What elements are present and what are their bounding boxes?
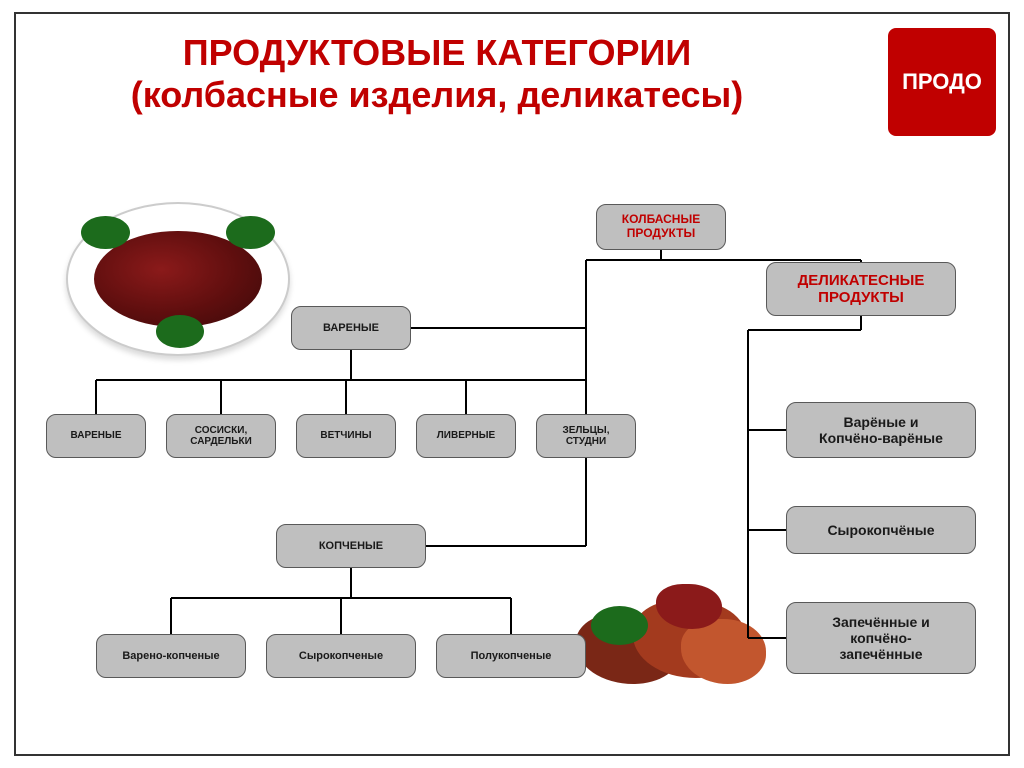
node-d2: Сырокопчёные	[786, 506, 976, 554]
node-delic: ДЕЛИКАТЕСНЫЕ ПРОДУКТЫ	[766, 262, 956, 316]
diagram-canvas: КОЛБАСНЫЕ ПРОДУКТЫ ДЕЛИКАТЕСНЫЕ ПРОДУКТЫ В…	[16, 14, 1012, 758]
node-r2a: Варено-копченые	[96, 634, 246, 678]
node-r1c: ВЕТЧИНЫ	[296, 414, 396, 458]
node-r1e: ЗЕЛЬЦЫ, СТУДНИ	[536, 414, 636, 458]
node-varenye: ВАРЕНЫЕ	[291, 306, 411, 350]
node-r1a: ВАРЕНЫЕ	[46, 414, 146, 458]
node-kopch: КОПЧЕНЫЕ	[276, 524, 426, 568]
node-r2b: Сырокопченые	[266, 634, 416, 678]
node-kolbas: КОЛБАСНЫЕ ПРОДУКТЫ	[596, 204, 726, 250]
node-r1d: ЛИВЕРНЫЕ	[416, 414, 516, 458]
node-r2c: Полукопченые	[436, 634, 586, 678]
slide-frame: ПРОДУКТОВЫЕ КАТЕГОРИИ (колбасные изделия…	[14, 12, 1010, 756]
node-r1b: СОСИСКИ, САРДЕЛЬКИ	[166, 414, 276, 458]
node-d1: Варёные и Копчёно-варёные	[786, 402, 976, 458]
node-d3: Запечённые и копчёно- запечённые	[786, 602, 976, 674]
